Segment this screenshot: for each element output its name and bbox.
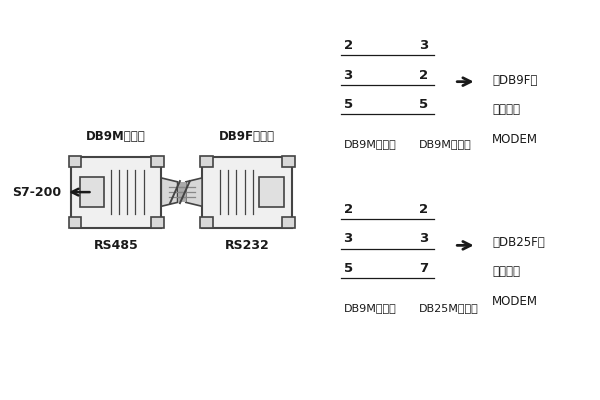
Polygon shape: [186, 178, 202, 206]
Text: DB9M（针）: DB9M（针）: [419, 139, 472, 149]
FancyBboxPatch shape: [71, 157, 161, 228]
Text: MODEM: MODEM: [492, 133, 538, 146]
FancyBboxPatch shape: [259, 177, 284, 207]
FancyBboxPatch shape: [200, 217, 212, 228]
Text: 打印机或: 打印机或: [492, 103, 520, 116]
Text: 7: 7: [419, 262, 428, 275]
Text: DB9M（针）: DB9M（针）: [344, 139, 396, 149]
FancyBboxPatch shape: [282, 217, 295, 228]
FancyBboxPatch shape: [151, 156, 164, 167]
Text: 3: 3: [344, 232, 353, 245]
Text: 2: 2: [344, 203, 353, 216]
Text: RS485: RS485: [94, 239, 139, 252]
FancyBboxPatch shape: [80, 177, 104, 207]
Text: DB9M（针）: DB9M（针）: [86, 130, 146, 143]
Text: 2: 2: [344, 39, 353, 52]
Polygon shape: [161, 178, 178, 206]
Text: 5: 5: [344, 262, 353, 275]
Text: 3: 3: [344, 69, 353, 82]
Text: 接DB25F的: 接DB25F的: [492, 236, 545, 248]
FancyBboxPatch shape: [202, 157, 292, 228]
Text: 2: 2: [419, 69, 428, 82]
Text: S7-200: S7-200: [13, 186, 62, 199]
Text: 3: 3: [419, 39, 428, 52]
Text: 2: 2: [419, 203, 428, 216]
FancyBboxPatch shape: [68, 156, 82, 167]
Text: 接DB9F的: 接DB9F的: [492, 74, 538, 87]
Text: 打印机或: 打印机或: [492, 265, 520, 278]
Bar: [178, 182, 185, 202]
FancyBboxPatch shape: [200, 156, 212, 167]
Text: 3: 3: [419, 232, 428, 245]
FancyBboxPatch shape: [282, 156, 295, 167]
Text: DB9F（孔）: DB9F（孔）: [219, 130, 275, 143]
FancyBboxPatch shape: [151, 217, 164, 228]
Text: 5: 5: [419, 98, 428, 111]
Bar: [179, 182, 186, 202]
Text: RS232: RS232: [225, 239, 269, 252]
FancyBboxPatch shape: [68, 217, 82, 228]
Text: 5: 5: [344, 98, 353, 111]
Text: DB9M（针）: DB9M（针）: [344, 302, 396, 312]
Text: DB25M（针）: DB25M（针）: [419, 302, 479, 312]
Text: MODEM: MODEM: [492, 295, 538, 308]
